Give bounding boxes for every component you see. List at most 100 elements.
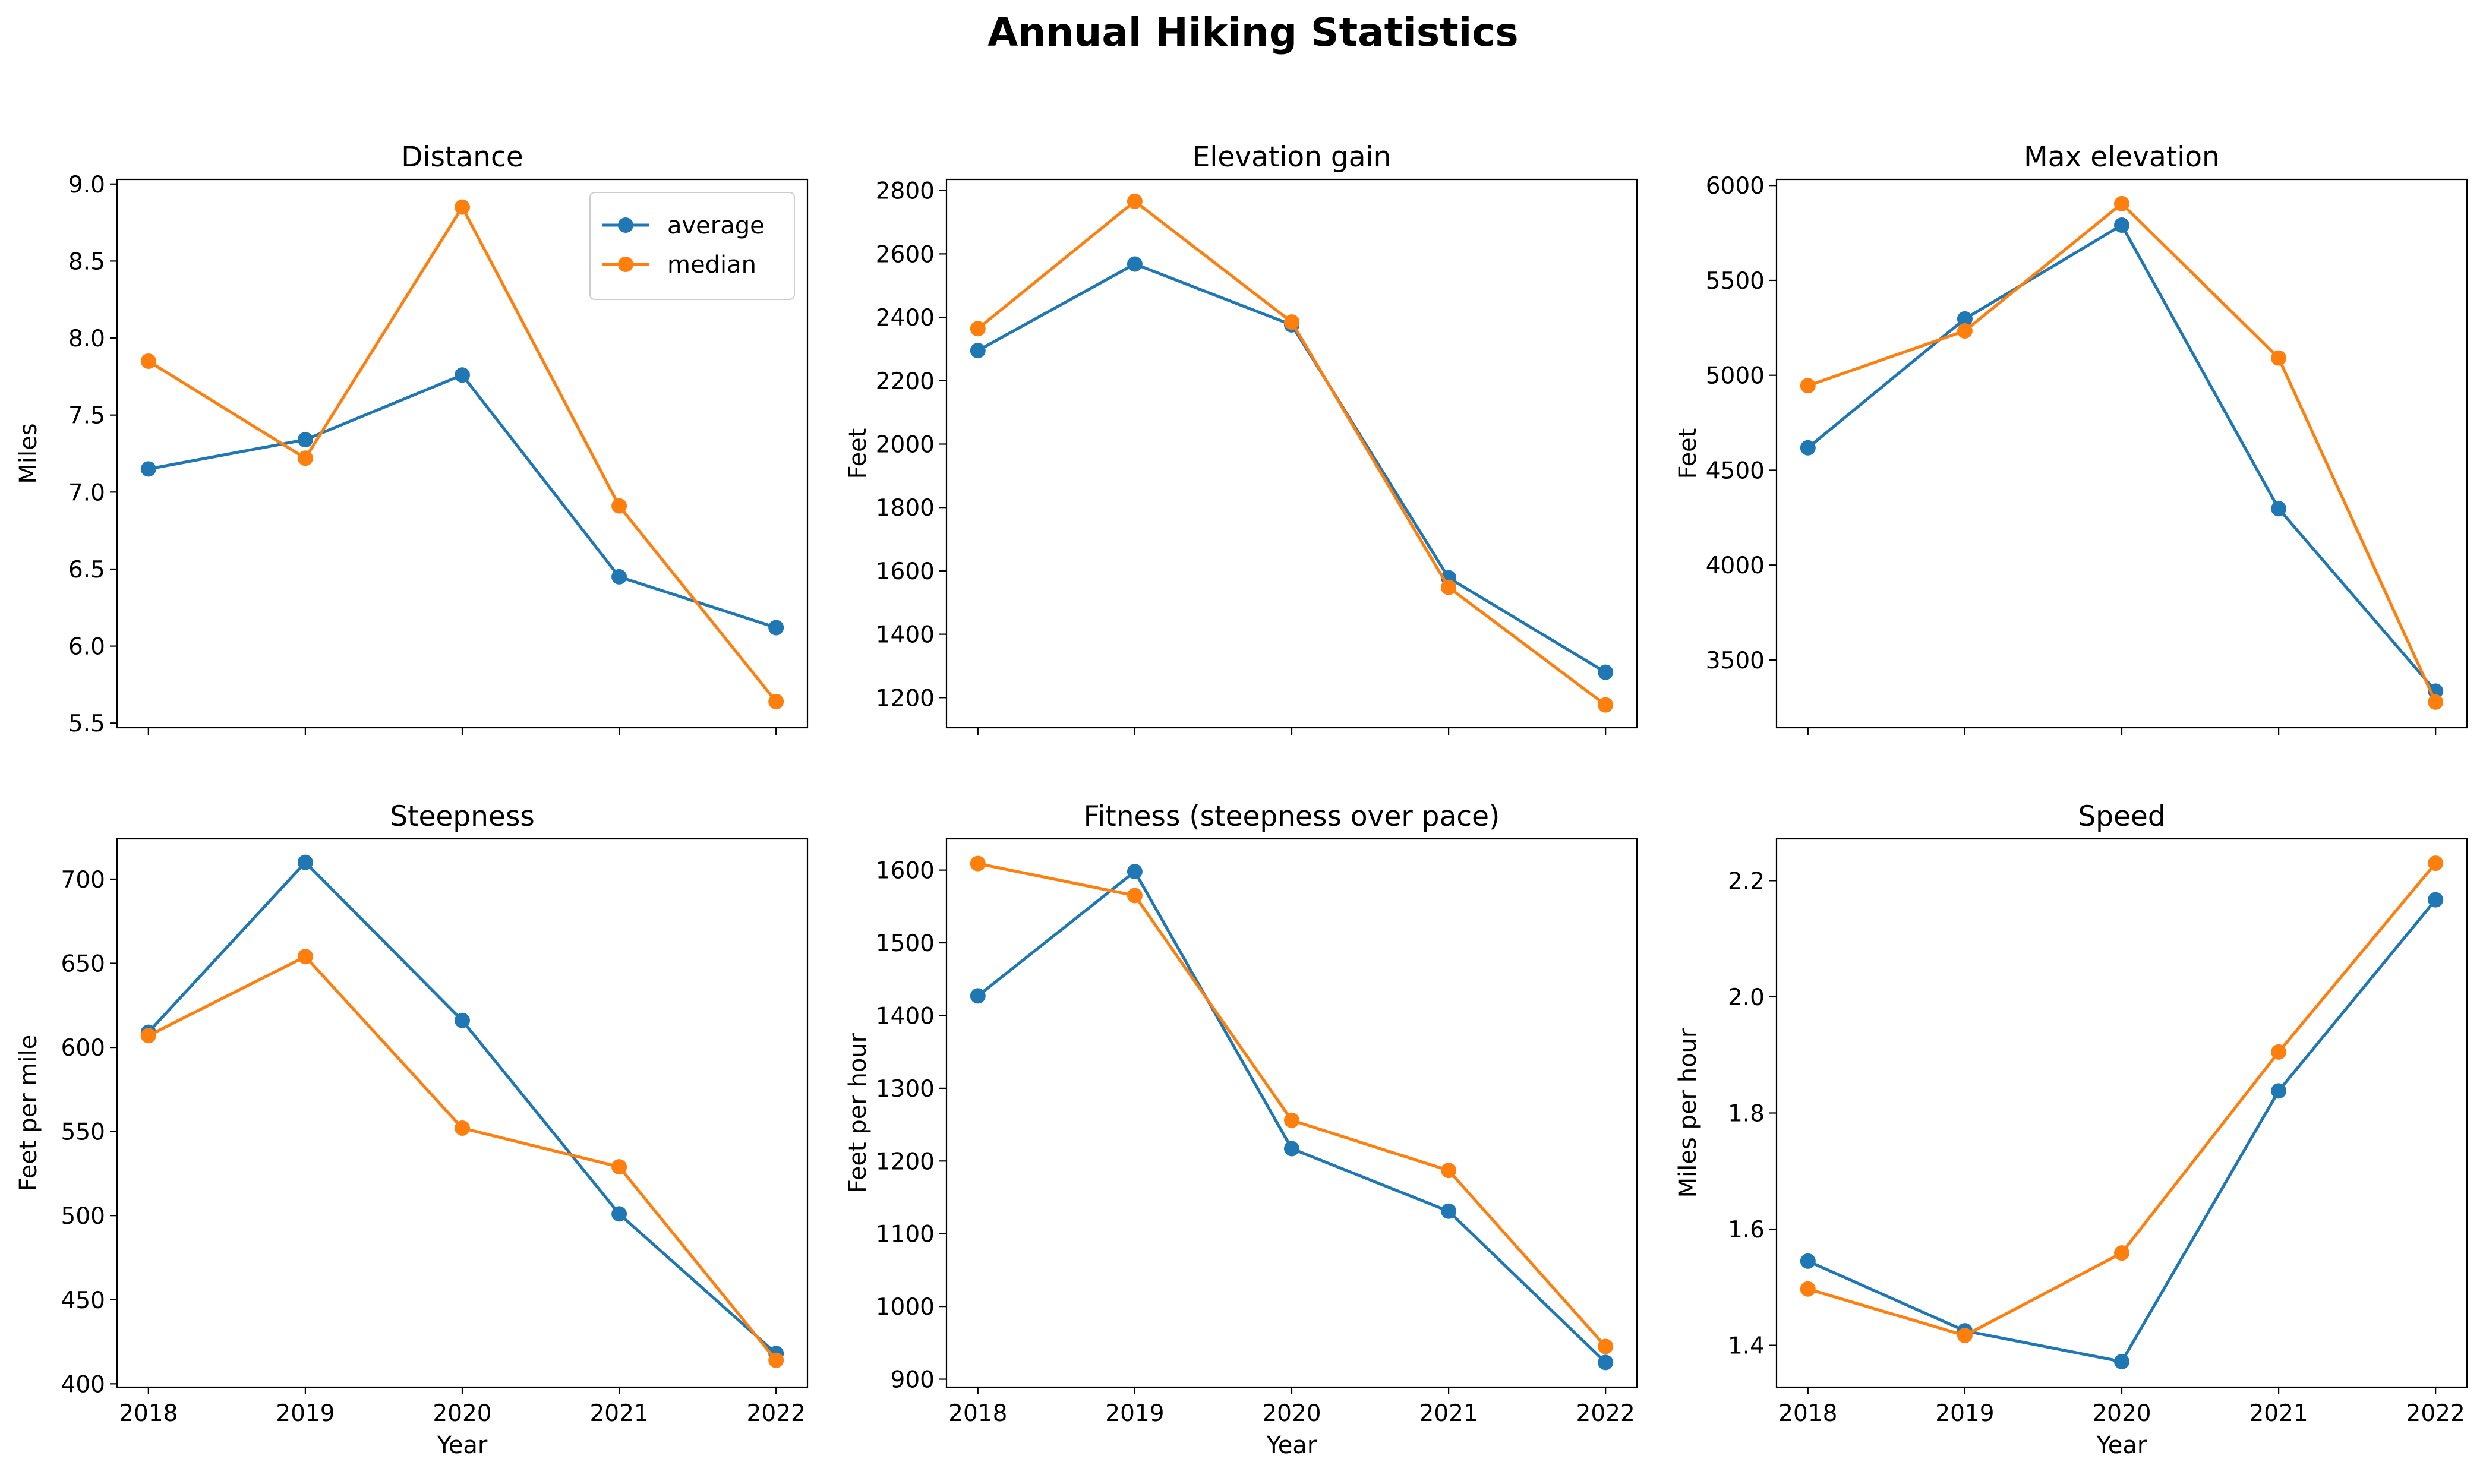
data-point-median xyxy=(1441,1163,1457,1179)
axes-frame xyxy=(116,838,809,1388)
data-point-average xyxy=(2114,217,2129,233)
legend-entry: average xyxy=(602,212,765,239)
y-tick-label: 2600 xyxy=(876,241,935,268)
y-axis-label: Miles xyxy=(15,423,42,484)
x-tick-label: 2018 xyxy=(1778,1400,1837,1427)
data-point-average xyxy=(1127,864,1143,880)
data-point-median xyxy=(611,498,627,514)
data-point-average xyxy=(140,461,156,477)
y-tick-label: 450 xyxy=(61,1287,105,1314)
x-tick-label: 2018 xyxy=(948,1400,1007,1427)
y-axis-label: Miles per hour xyxy=(1674,1028,1702,1198)
data-point-median xyxy=(1284,314,1299,330)
legend: average median xyxy=(589,192,795,300)
y-tick-label: 3500 xyxy=(1706,648,1765,674)
data-point-median xyxy=(611,1159,627,1175)
y-tick-label: 5000 xyxy=(1706,363,1765,390)
y-axis-label: Feet xyxy=(1674,428,1702,479)
y-tick-label: 6.5 xyxy=(68,557,105,583)
y-tick-label: 1300 xyxy=(876,1076,935,1103)
y-tick-label: 1000 xyxy=(876,1294,935,1321)
y-tick-label: 9.0 xyxy=(68,172,105,198)
subplot-title: Distance xyxy=(401,141,523,173)
y-tick-label: 2400 xyxy=(876,305,935,331)
y-tick-label: 8.0 xyxy=(68,326,105,352)
subplot-title: Max elevation xyxy=(2024,141,2220,173)
legend-marker xyxy=(618,217,633,233)
data-point-average xyxy=(1800,440,1816,456)
data-point-average xyxy=(768,620,784,636)
y-tick-label: 6000 xyxy=(1706,173,1765,200)
y-tick-label: 1400 xyxy=(876,1003,935,1030)
legend-label: median xyxy=(667,251,756,279)
y-tick-label: 2000 xyxy=(876,431,935,458)
data-point-average xyxy=(611,569,627,585)
y-tick-label: 1600 xyxy=(876,858,935,885)
y-tick-label: 600 xyxy=(61,1035,105,1062)
y-tick-label: 500 xyxy=(61,1203,105,1230)
figure-title: Annual Hiking Statistics xyxy=(987,10,1518,55)
data-point-average xyxy=(611,1206,627,1222)
y-tick-label: 6.0 xyxy=(68,634,105,661)
y-tick-label: 8.5 xyxy=(68,248,105,275)
data-point-average xyxy=(455,1012,470,1028)
y-tick-label: 1600 xyxy=(876,558,935,585)
y-tick-label: 900 xyxy=(891,1367,935,1394)
subplot-title: Speed xyxy=(2078,800,2165,833)
x-tick-label: 2022 xyxy=(2406,1400,2465,1427)
x-tick-label: 2022 xyxy=(1576,1400,1635,1427)
x-tick-label: 2019 xyxy=(276,1400,335,1427)
y-tick-label: 1.8 xyxy=(1728,1101,1765,1128)
y-tick-label: 7.5 xyxy=(68,403,105,430)
data-point-median xyxy=(970,855,986,872)
axes-frame xyxy=(1775,838,2468,1388)
data-point-median xyxy=(1957,323,1973,339)
data-point-median xyxy=(768,693,784,709)
data-point-median xyxy=(455,1120,470,1136)
data-point-average xyxy=(1441,1203,1457,1219)
y-tick-label: 550 xyxy=(61,1119,105,1146)
data-point-median xyxy=(1957,1327,1973,1343)
data-point-median xyxy=(1441,579,1457,595)
x-tick-label: 2018 xyxy=(119,1400,178,1427)
data-point-median xyxy=(1598,697,1614,713)
axes-frame xyxy=(945,838,1638,1388)
data-point-median xyxy=(1800,378,1816,394)
data-point-median xyxy=(1598,1338,1614,1354)
legend-label: average xyxy=(667,212,765,239)
data-point-median xyxy=(140,1028,156,1044)
data-point-median xyxy=(1127,888,1143,904)
data-point-median xyxy=(2428,694,2444,710)
data-point-average xyxy=(2428,892,2444,908)
data-point-average xyxy=(297,854,313,870)
subplot-title: Steepness xyxy=(390,800,535,833)
y-tick-label: 5500 xyxy=(1706,268,1765,295)
data-point-median xyxy=(2114,195,2129,211)
subplot-title: Fitness (steepness over pace) xyxy=(1084,800,1500,833)
legend-marker xyxy=(618,257,633,272)
data-point-average xyxy=(2271,501,2287,517)
x-tick-label: 2021 xyxy=(1419,1400,1478,1427)
subplot-grid: Distance 5.5 6.0 6.5 7.0 7.5 8.0 8.5 9.0 Miles ave… xyxy=(15,141,2468,1459)
y-tick-label: 2800 xyxy=(876,178,935,205)
y-tick-label: 2.0 xyxy=(1728,984,1765,1011)
x-tick-label: 2020 xyxy=(2092,1400,2151,1427)
x-tick-label: 2019 xyxy=(1105,1400,1164,1427)
data-point-median xyxy=(970,321,986,337)
data-point-median xyxy=(2428,855,2444,872)
x-axis-label: Year xyxy=(437,1432,488,1459)
data-point-median xyxy=(1800,1281,1816,1297)
y-tick-label: 2.2 xyxy=(1728,868,1765,895)
y-tick-label: 400 xyxy=(61,1371,105,1398)
data-point-average xyxy=(970,988,986,1004)
axes-frame xyxy=(1775,178,2468,729)
legend-entry: median xyxy=(602,251,756,279)
y-tick-label: 1.6 xyxy=(1728,1217,1765,1243)
y-tick-label: 1200 xyxy=(876,685,935,712)
y-tick-label: 1200 xyxy=(876,1148,935,1175)
data-point-average xyxy=(970,343,986,359)
data-point-average xyxy=(1800,1253,1816,1269)
data-point-median xyxy=(2271,1044,2287,1060)
